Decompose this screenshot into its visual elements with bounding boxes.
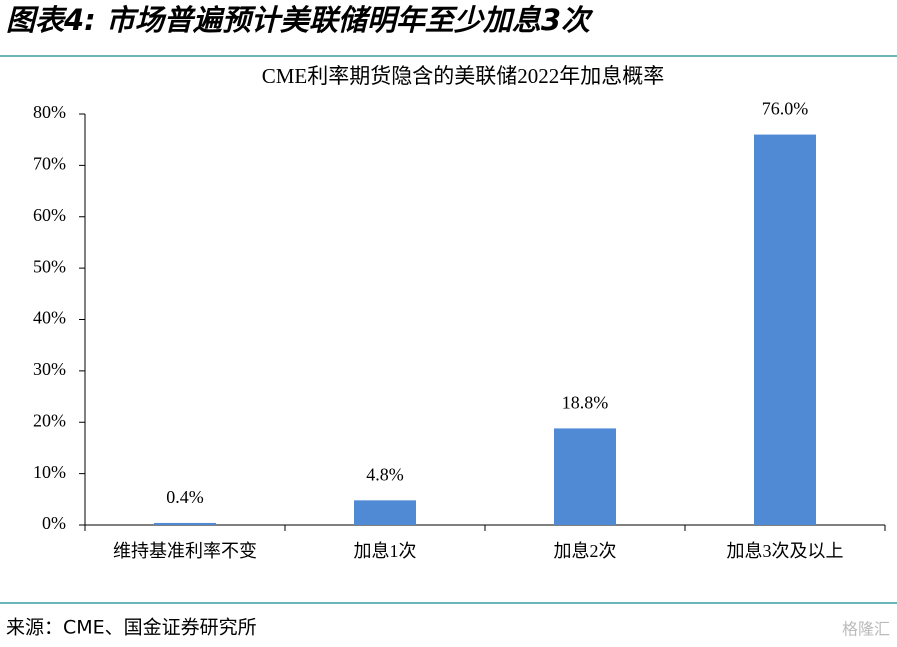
chart-title: CME利率期货隐含的美联储2022年加息概率 [262,64,665,88]
y-tick-label: 20% [33,410,66,430]
watermark: 格隆汇 [842,620,890,639]
y-tick-label: 40% [33,308,66,328]
y-tick-label: 10% [33,462,66,482]
bar [154,522,216,525]
header-title: 图表4: 市场普遍预计美联储明年至少加息3次 [6,3,594,37]
x-tick-label: 加息2次 [554,541,617,561]
y-tick-label: 70% [33,154,66,174]
y-tick-label: 80% [33,102,66,122]
value-label: 4.8% [366,464,404,484]
y-tick-label: 0% [42,513,66,533]
bar [554,428,616,525]
x-tick-label: 加息1次 [354,541,417,561]
value-label: 76.0% [762,99,809,119]
y-tick-label: 50% [33,256,66,276]
y-tick-label: 30% [33,359,66,379]
x-tick-label: 加息3次及以上 [727,541,844,561]
bar [354,500,416,525]
x-tick-label: 维持基准利率不变 [113,541,257,561]
source: 来源：CME、国金证券研究所 [6,617,257,639]
y-tick-label: 60% [33,205,66,225]
bar [754,134,816,526]
value-label: 0.4% [166,487,204,507]
value-label: 18.8% [562,393,609,413]
